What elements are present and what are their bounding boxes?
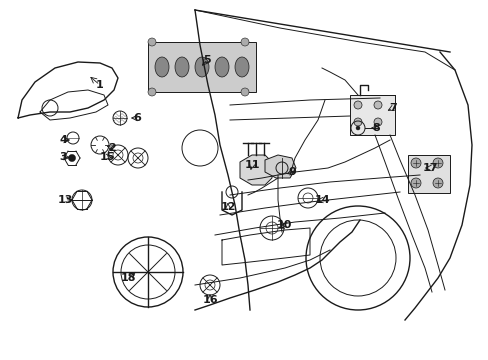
Circle shape bbox=[355, 126, 359, 130]
Circle shape bbox=[148, 88, 156, 96]
Bar bbox=[349, 95, 394, 135]
Ellipse shape bbox=[155, 57, 169, 77]
Text: 17: 17 bbox=[421, 163, 437, 173]
Text: 7: 7 bbox=[388, 103, 396, 113]
Circle shape bbox=[432, 178, 442, 188]
Circle shape bbox=[410, 178, 420, 188]
Circle shape bbox=[432, 158, 442, 168]
Polygon shape bbox=[240, 155, 271, 185]
Circle shape bbox=[241, 88, 248, 96]
Text: 3: 3 bbox=[59, 152, 67, 162]
Text: 9: 9 bbox=[287, 167, 295, 177]
Circle shape bbox=[373, 101, 381, 109]
Text: 12: 12 bbox=[220, 202, 235, 212]
Ellipse shape bbox=[175, 57, 189, 77]
Circle shape bbox=[148, 38, 156, 46]
Text: 11: 11 bbox=[244, 160, 259, 170]
Bar bbox=[148, 42, 256, 92]
Circle shape bbox=[373, 118, 381, 126]
Text: 1: 1 bbox=[96, 80, 103, 90]
Text: 2: 2 bbox=[108, 143, 116, 153]
Polygon shape bbox=[264, 155, 295, 178]
Circle shape bbox=[241, 38, 248, 46]
Text: 4: 4 bbox=[59, 135, 67, 145]
Ellipse shape bbox=[195, 57, 208, 77]
Ellipse shape bbox=[215, 57, 228, 77]
Text: 13: 13 bbox=[57, 195, 73, 205]
Text: 10: 10 bbox=[276, 220, 291, 230]
Text: 6: 6 bbox=[133, 113, 141, 123]
Circle shape bbox=[68, 154, 76, 162]
Text: 8: 8 bbox=[371, 123, 379, 133]
Bar bbox=[407, 155, 449, 193]
Circle shape bbox=[410, 158, 420, 168]
Circle shape bbox=[353, 101, 361, 109]
Text: 16: 16 bbox=[202, 295, 217, 305]
Text: 14: 14 bbox=[314, 195, 329, 205]
Text: 15: 15 bbox=[99, 152, 115, 162]
Text: 5: 5 bbox=[203, 55, 210, 65]
Ellipse shape bbox=[235, 57, 248, 77]
Text: 18: 18 bbox=[120, 273, 136, 283]
Circle shape bbox=[353, 118, 361, 126]
